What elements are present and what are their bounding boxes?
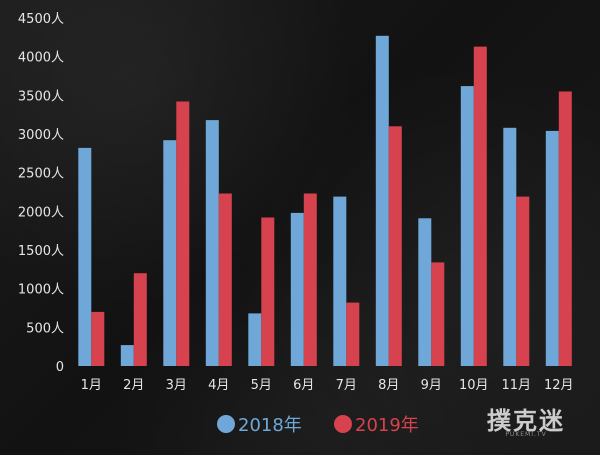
x-tick-label: 2月: [123, 378, 144, 393]
legend-label: 2018年: [238, 415, 302, 436]
x-tick-label: 8月: [378, 378, 399, 393]
x-tick-label: 4月: [208, 378, 229, 393]
bar-series1-2: [120, 345, 134, 366]
y-tick-label: 3000人: [18, 128, 64, 143]
bar-series2-11: [516, 196, 530, 366]
bar-series1-9: [418, 218, 432, 366]
bar-series2-7: [346, 302, 360, 366]
watermark-text: 撲克迷: [487, 407, 565, 435]
y-tick-label: 1500人: [18, 244, 64, 259]
bar-series1-3: [163, 140, 177, 366]
x-axis: 1月 2月 3月 4月 5月 6月 7月 8月 9月 10月 11月 12月: [81, 378, 574, 393]
bar-series1-1: [78, 147, 92, 366]
y-tick-label: 500人: [26, 321, 64, 336]
y-axis: 0 500人 1000人 1500人 2000人 2500人 3000人 3500人 4000人…: [18, 12, 64, 375]
x-tick-label: 7月: [336, 378, 357, 393]
bar-series2-6: [303, 193, 317, 366]
bar-series2-10: [473, 46, 487, 366]
bar-series2-9: [431, 262, 445, 366]
x-tick-label: 11月: [502, 378, 532, 393]
y-tick-label: 2000人: [18, 205, 64, 220]
y-tick-label: 1000人: [18, 283, 64, 298]
bar-series1-7: [333, 196, 347, 366]
bar-series1-11: [503, 127, 517, 366]
x-tick-label: 9月: [421, 378, 442, 393]
y-tick-label: 4500人: [18, 12, 64, 27]
bar-series2-5: [261, 217, 275, 366]
y-tick-label: 3500人: [18, 89, 64, 104]
y-tick-label: 0: [56, 360, 64, 375]
bar-series2-8: [388, 126, 402, 366]
bar-series2-1: [91, 311, 105, 366]
y-tick-label: 2500人: [18, 167, 64, 182]
watermark-subtext: PUKEMI.TV: [505, 431, 547, 438]
legend: 2018年 2019年: [217, 415, 419, 436]
y-tick-label: 4000人: [18, 51, 64, 66]
legend-marker: [217, 415, 235, 433]
bar-series2-12: [558, 91, 572, 366]
x-tick-label: 5月: [251, 378, 272, 393]
legend-marker: [334, 415, 352, 433]
bar-series2-3: [176, 101, 190, 366]
x-tick-label: 12月: [544, 378, 574, 393]
x-tick-label: 1月: [81, 378, 102, 393]
bars: [78, 35, 572, 367]
x-tick-label: 10月: [459, 378, 489, 393]
bar-series2-4: [218, 193, 232, 366]
legend-label: 2019年: [355, 415, 419, 436]
bar-series1-12: [545, 130, 559, 366]
watermark-logo: 撲克迷 PUKEMI.TV: [466, 401, 586, 443]
bar-series1-10: [460, 86, 474, 366]
bar-series1-4: [205, 120, 219, 366]
bar-series1-6: [290, 212, 304, 366]
x-tick-label: 3月: [166, 378, 187, 393]
bar-series2-2: [133, 273, 147, 366]
x-tick-label: 6月: [293, 378, 314, 393]
bar-series1-8: [375, 35, 389, 367]
bar-series1-5: [248, 313, 262, 366]
